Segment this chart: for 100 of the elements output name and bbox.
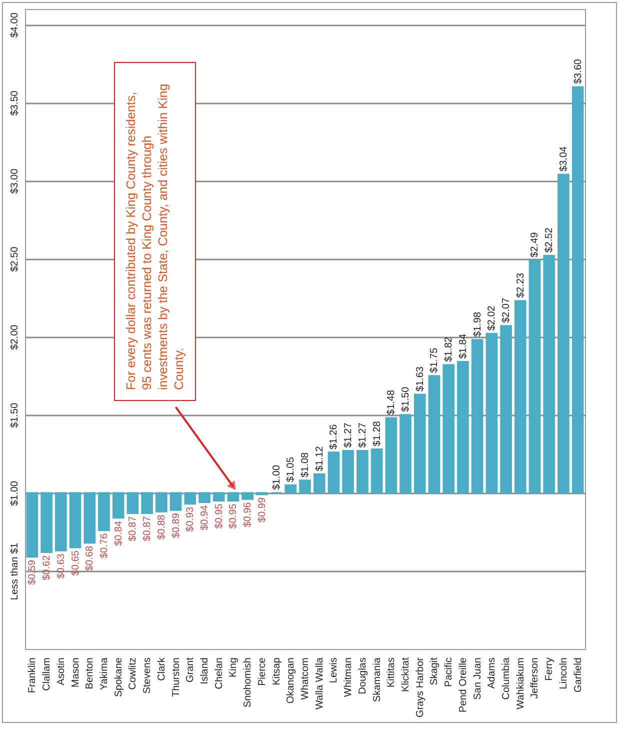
data-label: $0.87 bbox=[142, 516, 154, 542]
bar bbox=[126, 492, 139, 514]
bar bbox=[69, 492, 82, 548]
x-tick-label: Skamania bbox=[372, 657, 383, 702]
data-label: $1.27 bbox=[357, 422, 368, 448]
x-tick-label: Cowlitz bbox=[128, 658, 139, 690]
bar bbox=[486, 332, 498, 494]
bar bbox=[98, 492, 110, 532]
data-label: $1.12 bbox=[314, 446, 326, 472]
bar bbox=[514, 300, 526, 494]
x-tick-label: Skagit bbox=[429, 657, 440, 686]
bar bbox=[170, 492, 182, 511]
data-label: $1.84 bbox=[458, 333, 469, 359]
data-label: $3.04 bbox=[558, 146, 570, 172]
x-tick-label: Snohomish bbox=[242, 658, 254, 708]
x-tick-label: Okanogan bbox=[286, 658, 297, 704]
bar bbox=[141, 492, 153, 514]
x-tick-label: Benton bbox=[84, 658, 96, 690]
bar bbox=[414, 394, 426, 494]
x-tick-label: Yakima bbox=[98, 657, 110, 690]
data-label: $2.52 bbox=[544, 227, 556, 253]
data-label: $1.98 bbox=[472, 311, 484, 337]
bar bbox=[84, 492, 96, 544]
data-label: $1.75 bbox=[429, 347, 440, 373]
bar bbox=[299, 480, 311, 494]
bar bbox=[242, 492, 254, 500]
bar bbox=[155, 492, 168, 512]
data-label: $0.94 bbox=[199, 504, 210, 530]
x-tick-label: Pierce bbox=[256, 657, 268, 686]
bar bbox=[198, 492, 210, 504]
data-label: $1.26 bbox=[328, 424, 340, 450]
x-tick-label: Spokane bbox=[113, 657, 124, 697]
x-tick-label: Kitsap bbox=[271, 657, 282, 686]
x-tick-label: San Juan bbox=[472, 658, 484, 700]
data-label: $1.48 bbox=[386, 390, 398, 415]
x-tick-label: Pend Oreille bbox=[458, 657, 469, 713]
x-tick-label: Kittitas bbox=[386, 658, 398, 688]
x-tick-label: Klickitat bbox=[400, 657, 412, 692]
bar bbox=[342, 450, 354, 494]
x-tick-label: Lincoln bbox=[558, 658, 570, 690]
data-label: $0.88 bbox=[156, 514, 168, 540]
x-tick-label: Clark bbox=[156, 656, 168, 681]
x-tick-label: Clallam bbox=[42, 658, 53, 691]
y-tick-label: $3.50 bbox=[10, 90, 20, 116]
data-label: $0.96 bbox=[242, 502, 254, 528]
x-tick-label: Grays Harbor bbox=[414, 656, 426, 718]
bar bbox=[442, 364, 455, 494]
bar bbox=[112, 492, 124, 519]
bar bbox=[370, 448, 383, 494]
data-label: $0.95 bbox=[228, 503, 240, 529]
bar bbox=[457, 361, 469, 494]
y-tick-label: $1.50 bbox=[10, 402, 20, 428]
data-label: $0.89 bbox=[170, 512, 182, 538]
x-tick-label: Walla Walla bbox=[314, 657, 326, 710]
bar bbox=[40, 492, 52, 553]
note-box: For every dollar contributed by King County residents, 95 cents was returned to King County through investments by the State, County, and cities within King County. bbox=[114, 62, 196, 402]
data-label: $2.07 bbox=[501, 297, 512, 323]
x-tick-label: Columbia bbox=[501, 657, 512, 700]
x-tick-label: Grant bbox=[185, 657, 196, 683]
x-tick-label: Wahkiakum bbox=[515, 658, 526, 710]
data-label: $1.63 bbox=[414, 366, 426, 392]
data-label: $0.65 bbox=[70, 550, 82, 576]
data-label: $0.95 bbox=[214, 503, 225, 529]
bar bbox=[543, 254, 556, 494]
bar bbox=[328, 452, 340, 494]
x-tick-label: Whatcom bbox=[300, 658, 311, 700]
data-label: $1.08 bbox=[300, 452, 311, 478]
x-tick-label: Stevens bbox=[142, 658, 154, 694]
bar bbox=[227, 492, 240, 502]
bar bbox=[284, 484, 297, 494]
x-tick-label: Asotin bbox=[56, 658, 67, 686]
data-label: $2.02 bbox=[486, 305, 498, 331]
bar bbox=[428, 375, 440, 494]
x-tick-label: Mason bbox=[70, 658, 82, 688]
x-tick-label: Jefferson bbox=[530, 658, 541, 698]
bar bbox=[26, 492, 38, 558]
bar bbox=[54, 492, 67, 552]
data-label: $2.49 bbox=[530, 232, 541, 258]
bar bbox=[212, 492, 225, 502]
data-label: $0.99 bbox=[256, 497, 268, 522]
x-tick-label: Pacific bbox=[444, 658, 455, 687]
x-tick-label: Lewis bbox=[328, 658, 340, 684]
data-label: $1.50 bbox=[400, 386, 412, 412]
bar bbox=[400, 414, 412, 494]
x-tick-label: Thurston bbox=[170, 658, 182, 697]
y-tick-label: $2.00 bbox=[10, 324, 20, 350]
x-tick-label: King bbox=[228, 658, 240, 678]
x-tick-label: Ferry bbox=[544, 658, 556, 681]
x-tick-label: Chelan bbox=[214, 658, 225, 690]
data-label: $0.76 bbox=[98, 532, 110, 558]
bar bbox=[558, 174, 570, 494]
x-tick-label: Whitman bbox=[343, 658, 354, 697]
data-label: $0.62 bbox=[42, 554, 53, 580]
bar bbox=[471, 339, 484, 494]
bar bbox=[184, 492, 196, 505]
x-tick-label: Adams bbox=[486, 658, 498, 689]
data-label: $0.87 bbox=[128, 516, 139, 542]
data-label: $2.23 bbox=[515, 272, 526, 298]
y-tick-label: $3.00 bbox=[10, 168, 20, 194]
data-label: $1.05 bbox=[286, 456, 297, 482]
